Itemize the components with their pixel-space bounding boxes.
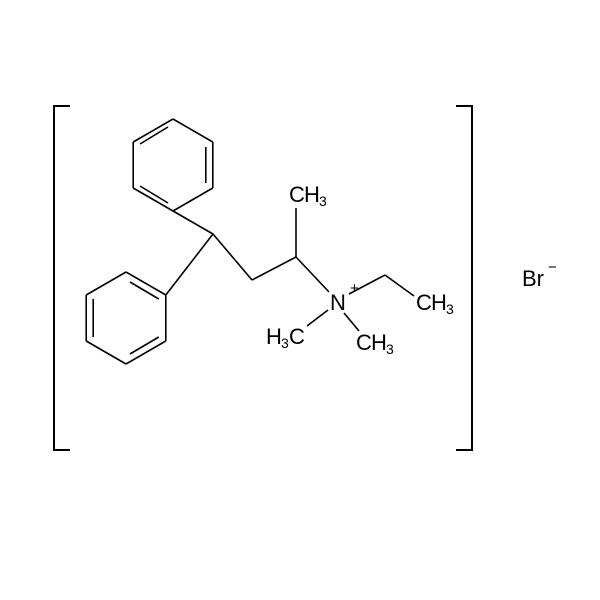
svg-text:H: H: [371, 330, 387, 355]
methyl-ethyl-label: C H 3: [416, 290, 454, 317]
phenyl-ring-left: [86, 272, 166, 364]
right-bracket: [456, 106, 472, 450]
svg-text:H: H: [431, 290, 447, 315]
nitrogen-charge: +: [350, 280, 359, 297]
svg-text:3: 3: [446, 301, 454, 317]
bromide-counterion: Br −: [522, 259, 557, 291]
svg-text:3: 3: [281, 335, 289, 351]
svg-text:H: H: [304, 182, 320, 207]
svg-text:C: C: [289, 324, 305, 349]
svg-text:C: C: [289, 182, 305, 207]
nitrogen-label: N: [330, 290, 346, 315]
phenyl-ring-top: [133, 119, 213, 211]
svg-text:3: 3: [319, 193, 327, 209]
methyl-top-label: C H 3: [289, 182, 327, 209]
svg-text:C: C: [416, 290, 432, 315]
svg-text:C: C: [356, 330, 372, 355]
svg-text:3: 3: [386, 341, 394, 357]
svg-text:Br: Br: [522, 266, 544, 291]
molecule-canvas: N + C H 3 C H 3 H 3 C C H 3 Br −: [0, 0, 600, 600]
left-bracket: [54, 106, 70, 450]
methyl-bottom-label: C H 3: [356, 330, 394, 357]
n-substituents: [307, 275, 414, 331]
svg-text:H: H: [266, 324, 282, 349]
alkyl-chain: [166, 208, 329, 295]
methyl-left-label: H 3 C: [266, 324, 305, 351]
svg-text:−: −: [548, 259, 557, 276]
